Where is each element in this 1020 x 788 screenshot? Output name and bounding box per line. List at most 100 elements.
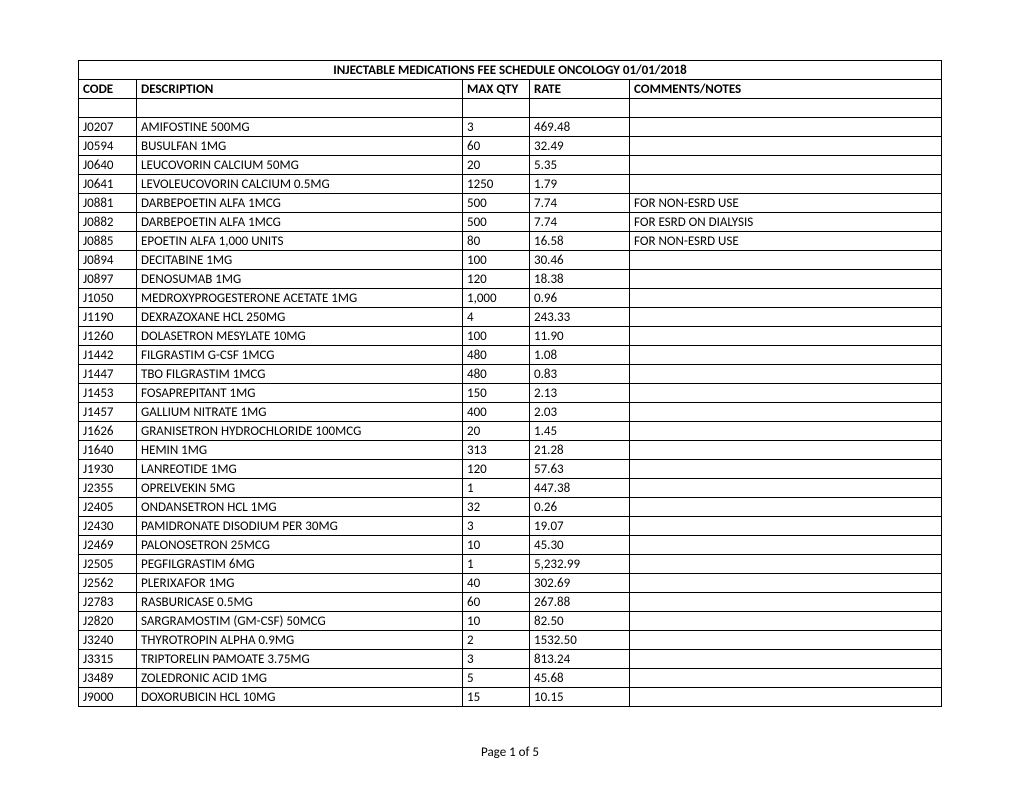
table-row: J1447TBO FILGRASTIM 1MCG4800.83 xyxy=(79,365,942,384)
table-cell: 813.24 xyxy=(530,650,630,669)
table-cell: DENOSUMAB 1MG xyxy=(137,270,463,289)
table-cell: EPOETIN ALFA 1,000 UNITS xyxy=(137,232,463,251)
table-cell: GALLIUM NITRATE 1MG xyxy=(137,403,463,422)
table-cell: 10.15 xyxy=(530,688,630,707)
table-cell xyxy=(630,308,942,327)
empty-row xyxy=(79,99,942,118)
table-cell xyxy=(630,365,942,384)
table-cell: 32 xyxy=(463,498,530,517)
table-cell: THYROTROPIN ALPHA 0.9MG xyxy=(137,631,463,650)
table-row: J3240THYROTROPIN ALPHA 0.9MG21532.50 xyxy=(79,631,942,650)
table-cell: J1447 xyxy=(79,365,137,384)
table-row: J2355OPRELVEKIN 5MG1447.38 xyxy=(79,479,942,498)
table-cell: PEGFILGRASTIM 6MG xyxy=(137,555,463,574)
table-row: J1930LANREOTIDE 1MG12057.63 xyxy=(79,460,942,479)
table-row: J2783RASBURICASE 0.5MG60267.88 xyxy=(79,593,942,612)
table-cell: 60 xyxy=(463,137,530,156)
table-row: J0641LEVOLEUCOVORIN CALCIUM 0.5MG12501.7… xyxy=(79,175,942,194)
table-cell: 19.07 xyxy=(530,517,630,536)
table-cell: 80 xyxy=(463,232,530,251)
table-cell: J2355 xyxy=(79,479,137,498)
table-cell: J2405 xyxy=(79,498,137,517)
table-row: J2562PLERIXAFOR 1MG40302.69 xyxy=(79,574,942,593)
table-cell: 4 xyxy=(463,308,530,327)
table-row: J9000DOXORUBICIN HCL 10MG1510.15 xyxy=(79,688,942,707)
table-cell: J0897 xyxy=(79,270,137,289)
table-cell: J1457 xyxy=(79,403,137,422)
table-cell: PALONOSETRON 25MCG xyxy=(137,536,463,555)
table-cell xyxy=(630,555,942,574)
table-cell xyxy=(630,574,942,593)
table-cell: 57.63 xyxy=(530,460,630,479)
table-cell: 0.96 xyxy=(530,289,630,308)
table-cell: J1640 xyxy=(79,441,137,460)
table-cell xyxy=(630,118,942,137)
table-row: J0881DARBEPOETIN ALFA 1MCG5007.74FOR NON… xyxy=(79,194,942,213)
table-title-row: INJECTABLE MEDICATIONS FEE SCHEDULE ONCO… xyxy=(79,61,942,80)
header-code: CODE xyxy=(79,80,137,99)
table-cell: DARBEPOETIN ALFA 1MCG xyxy=(137,213,463,232)
table-cell: TBO FILGRASTIM 1MCG xyxy=(137,365,463,384)
table-row: J3315TRIPTORELIN PAMOATE 3.75MG3813.24 xyxy=(79,650,942,669)
table-row: J0640LEUCOVORIN CALCIUM 50MG205.35 xyxy=(79,156,942,175)
table-cell: J1260 xyxy=(79,327,137,346)
table-cell: J0640 xyxy=(79,156,137,175)
table-cell: LANREOTIDE 1MG xyxy=(137,460,463,479)
table-cell xyxy=(630,403,942,422)
table-cell: J2783 xyxy=(79,593,137,612)
table-cell: 1.08 xyxy=(530,346,630,365)
table-cell: 30.46 xyxy=(530,251,630,270)
table-cell: TRIPTORELIN PAMOATE 3.75MG xyxy=(137,650,463,669)
table-cell: 0.26 xyxy=(530,498,630,517)
table-row: J2430PAMIDRONATE DISODIUM PER 30MG319.07 xyxy=(79,517,942,536)
table-cell: DEXRAZOXANE HCL 250MG xyxy=(137,308,463,327)
table-cell xyxy=(630,517,942,536)
table-cell: J0881 xyxy=(79,194,137,213)
table-row: J1626GRANISETRON HYDROCHLORIDE 100MCG201… xyxy=(79,422,942,441)
table-row: J1457GALLIUM NITRATE 1MG4002.03 xyxy=(79,403,942,422)
table-cell: J1190 xyxy=(79,308,137,327)
table-row: J1640HEMIN 1MG31321.28 xyxy=(79,441,942,460)
table-cell xyxy=(630,593,942,612)
table-cell: 447.38 xyxy=(530,479,630,498)
table-cell: GRANISETRON HYDROCHLORIDE 100MCG xyxy=(137,422,463,441)
header-description: DESCRIPTION xyxy=(137,80,463,99)
table-cell: 469.48 xyxy=(530,118,630,137)
table-cell: LEUCOVORIN CALCIUM 50MG xyxy=(137,156,463,175)
table-cell: J2820 xyxy=(79,612,137,631)
table-cell: 82.50 xyxy=(530,612,630,631)
table-cell: 120 xyxy=(463,270,530,289)
table-cell xyxy=(630,498,942,517)
table-cell: 7.74 xyxy=(530,194,630,213)
table-row: J1190DEXRAZOXANE HCL 250MG4243.33 xyxy=(79,308,942,327)
table-cell: 500 xyxy=(463,194,530,213)
table-cell: RASBURICASE 0.5MG xyxy=(137,593,463,612)
table-cell: 2.03 xyxy=(530,403,630,422)
table-cell: 40 xyxy=(463,574,530,593)
table-cell xyxy=(630,346,942,365)
table-cell: DOLASETRON MESYLATE 10MG xyxy=(137,327,463,346)
table-cell: 11.90 xyxy=(530,327,630,346)
table-cell: 0.83 xyxy=(530,365,630,384)
table-cell: J2430 xyxy=(79,517,137,536)
table-cell: DARBEPOETIN ALFA 1MCG xyxy=(137,194,463,213)
table-cell: 1,000 xyxy=(463,289,530,308)
table-cell: FOR NON-ESRD USE xyxy=(630,232,942,251)
table-cell: 45.30 xyxy=(530,536,630,555)
table-cell: J1050 xyxy=(79,289,137,308)
table-cell: 2.13 xyxy=(530,384,630,403)
table-cell xyxy=(630,536,942,555)
fee-schedule-table: INJECTABLE MEDICATIONS FEE SCHEDULE ONCO… xyxy=(78,60,942,707)
table-cell: FOSAPREPITANT 1MG xyxy=(137,384,463,403)
table-cell: PAMIDRONATE DISODIUM PER 30MG xyxy=(137,517,463,536)
table-cell: 1.45 xyxy=(530,422,630,441)
table-cell: FOR NON-ESRD USE xyxy=(630,194,942,213)
table-cell: ZOLEDRONIC ACID 1MG xyxy=(137,669,463,688)
table-row: J0894DECITABINE 1MG10030.46 xyxy=(79,251,942,270)
table-cell: J1442 xyxy=(79,346,137,365)
table-cell: 5,232.99 xyxy=(530,555,630,574)
table-cell: 3 xyxy=(463,517,530,536)
table-cell xyxy=(630,289,942,308)
table-cell xyxy=(630,460,942,479)
table-cell: 1 xyxy=(463,555,530,574)
